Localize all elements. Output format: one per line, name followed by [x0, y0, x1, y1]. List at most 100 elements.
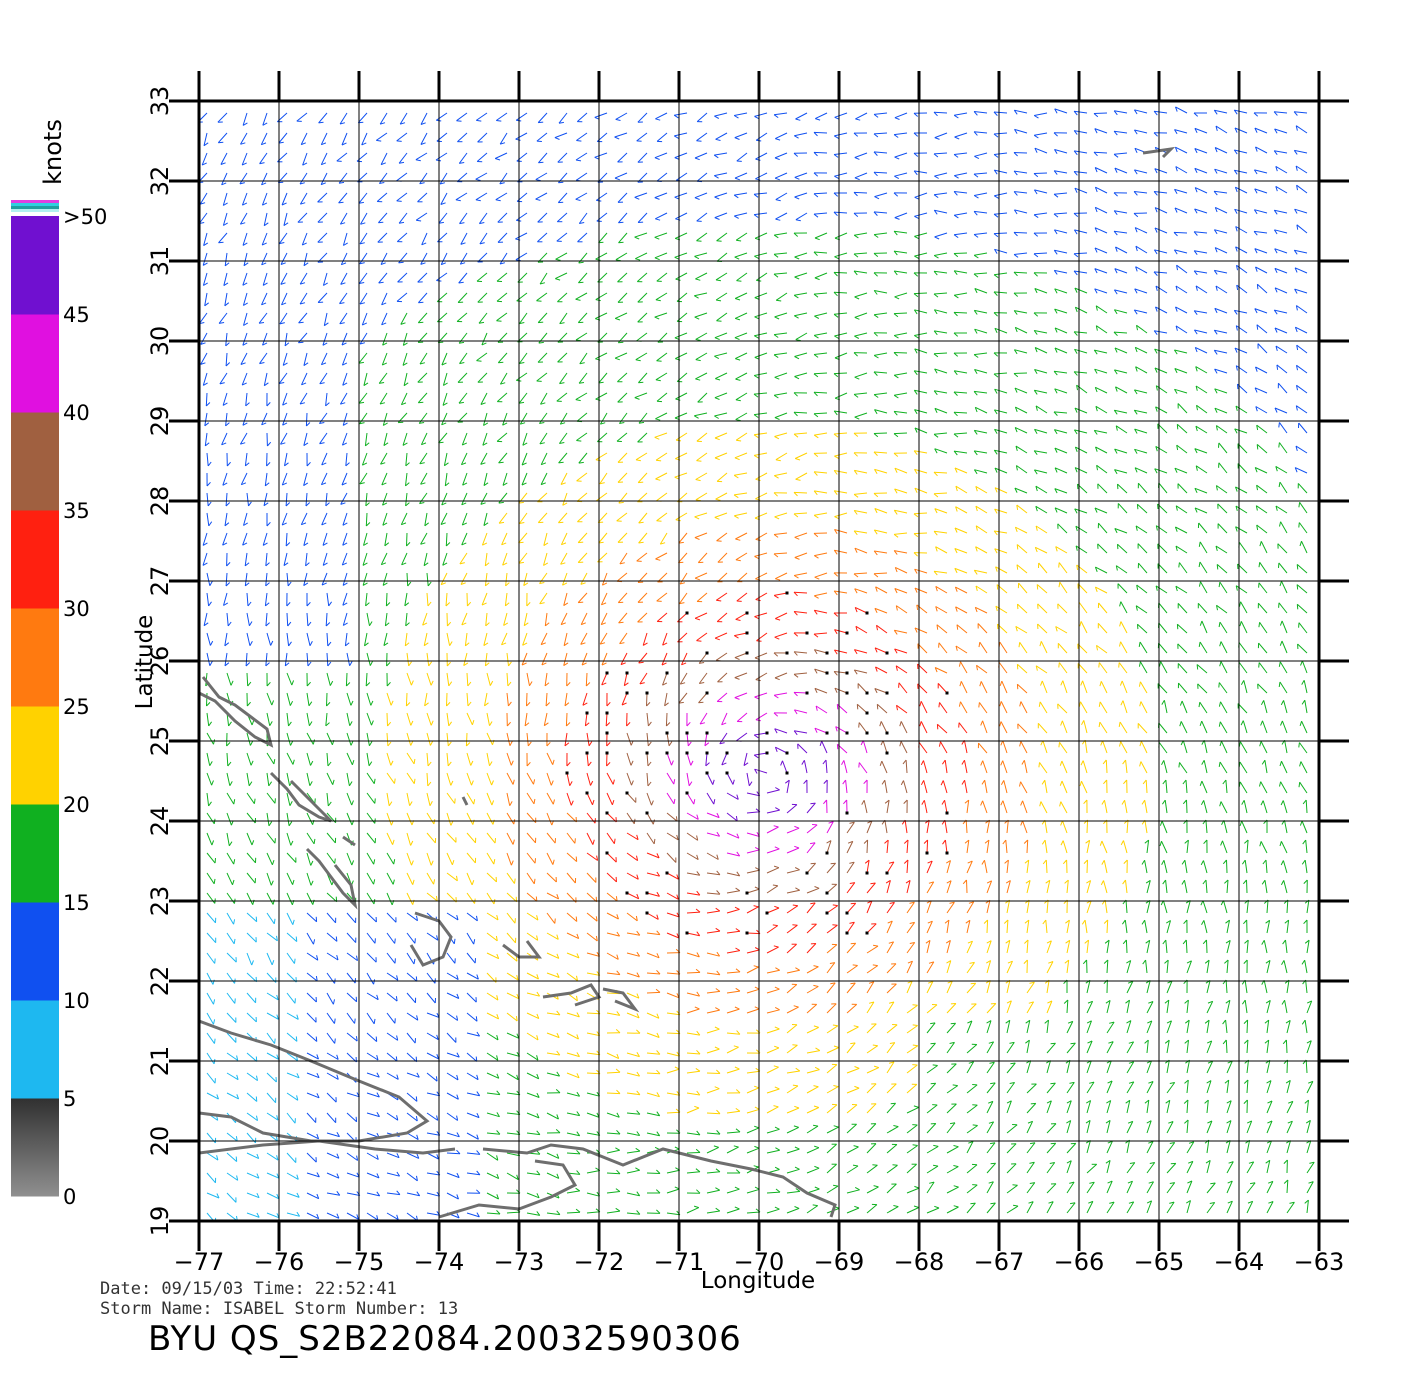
wind-barb: [1266, 1080, 1272, 1084]
wind-vector: [656, 492, 668, 502]
wind-vector: [499, 372, 508, 385]
wind-vector: [964, 760, 968, 774]
wind-barb: [955, 506, 958, 512]
wind-barb: [433, 819, 436, 825]
wind-vector: [735, 432, 748, 441]
wind-vector: [586, 892, 597, 903]
wind-barb: [875, 666, 878, 672]
wind-barb: [602, 582, 608, 586]
wind-barb: [1261, 879, 1266, 885]
wind-vector: [914, 450, 928, 454]
wind-vector: [1280, 841, 1288, 854]
wind-vector: [383, 432, 388, 446]
wind-vector: [1244, 860, 1248, 874]
wind-barb: [1278, 442, 1280, 448]
wind-barb: [874, 688, 878, 694]
wind-barb: [696, 814, 699, 820]
wind-barb: [248, 781, 253, 787]
wind-barb: [636, 930, 641, 936]
wind-vector: [405, 612, 408, 626]
wind-barb: [576, 975, 578, 981]
wind-vector: [280, 432, 288, 445]
wind-barb: [874, 508, 878, 514]
wind-vector: [306, 1052, 319, 1060]
wind-vector: [1023, 760, 1028, 774]
wind-barb: [1126, 1020, 1132, 1024]
wind-vector: [706, 1171, 720, 1174]
wind-vector: [766, 867, 780, 874]
wind-barb: [448, 681, 453, 687]
wind-barb: [893, 411, 898, 416]
wind-vector: [786, 1085, 799, 1094]
wind-barb: [1125, 999, 1130, 1004]
wind-barb: [1046, 940, 1052, 944]
wind-barb: [1042, 919, 1047, 925]
wind-vector: [521, 652, 528, 666]
wind-barb: [690, 760, 694, 766]
wind-vector: [1118, 662, 1128, 674]
wind-vector: [994, 467, 1008, 474]
wind-vector: [706, 1112, 721, 1115]
wind-vector: [826, 840, 832, 854]
wind-vector: [466, 972, 479, 980]
wind-vector: [954, 567, 968, 574]
wind-vector: [200, 352, 208, 365]
wind-barb: [483, 422, 489, 426]
wind-barb: [456, 1094, 459, 1100]
wind-vector: [266, 1192, 279, 1200]
wind-vector: [321, 452, 328, 466]
wind-vector: [1266, 920, 1271, 934]
wind-vector: [466, 1112, 480, 1119]
wind-vector: [826, 924, 838, 934]
wind-vector: [1206, 1061, 1214, 1074]
wind-barb: [1265, 1159, 1271, 1164]
wind-vector: [1306, 1100, 1309, 1114]
wind-barb: [365, 502, 370, 507]
wind-vector: [1301, 660, 1308, 674]
wind-barb: [813, 514, 819, 519]
wind-vector: [736, 572, 748, 583]
wind-barb: [694, 537, 700, 540]
wind-barb: [1069, 1181, 1075, 1184]
wind-vector: [606, 852, 617, 863]
wind-barb: [430, 680, 434, 686]
wind-vector: [1195, 385, 1208, 394]
wind-vector: [786, 1044, 798, 1054]
wind-barb: [793, 492, 798, 497]
wind-vector: [1205, 879, 1208, 894]
wind-vector: [960, 661, 968, 674]
wind-vector: [326, 832, 336, 844]
wind-barb: [480, 502, 486, 505]
wind-barb: [735, 928, 741, 932]
wind-vector: [1222, 840, 1228, 854]
wind-vector: [1094, 349, 1108, 354]
wind-barb: [402, 362, 408, 366]
wind-vector: [679, 672, 688, 685]
wind-vector: [706, 872, 720, 876]
wind-barb: [456, 1074, 459, 1081]
wind-barb: [456, 1115, 459, 1121]
wind-barb: [774, 905, 780, 909]
wind-vector: [406, 792, 411, 806]
wind-vector: [726, 1110, 740, 1114]
wind-vector: [483, 472, 488, 486]
wind-barb: [435, 895, 438, 902]
wind-vector: [386, 872, 394, 885]
wind-vector: [445, 592, 448, 607]
wind-barb: [680, 682, 686, 685]
wind-barb: [384, 542, 390, 547]
rain-flag-dot: [945, 851, 949, 855]
wind-barb: [1162, 779, 1167, 785]
wind-vector: [1206, 1202, 1216, 1214]
wind-barb: [307, 661, 312, 667]
wind-barb: [814, 595, 819, 599]
wind-barb: [636, 1210, 641, 1215]
wind-vector: [1286, 920, 1290, 934]
wind-vector: [566, 1052, 580, 1058]
wind-vector: [246, 772, 250, 786]
wind-barb: [421, 442, 427, 446]
wind-barb: [1222, 1019, 1226, 1025]
wind-vector: [265, 652, 268, 666]
wind-vector: [206, 932, 217, 944]
wind-barb: [909, 901, 915, 904]
